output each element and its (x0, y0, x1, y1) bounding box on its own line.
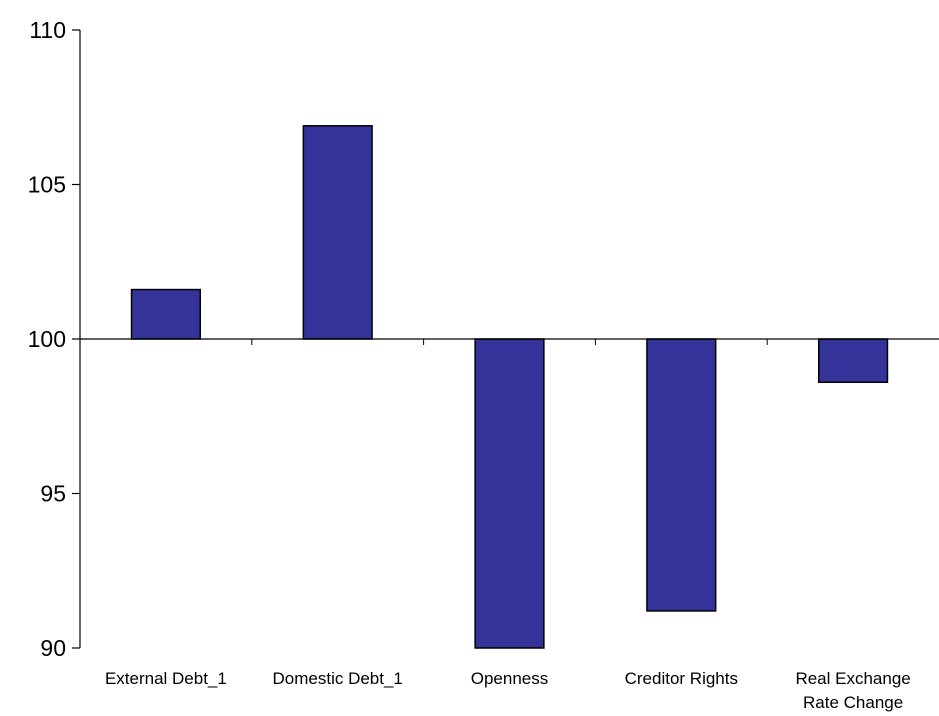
y-tick-label-0: 90 (40, 635, 66, 661)
bar-3 (646, 338, 717, 612)
y-tick-label-1: 95 (40, 481, 66, 507)
x-category-label-4: Real Exchange Rate Change (795, 669, 910, 712)
y-tick-label-4: 110 (29, 17, 66, 43)
x-category-label-0: External Debt_1 (105, 669, 227, 688)
bar-1 (302, 125, 373, 340)
x-axis-labels: External Debt_1 Domestic Debt_1 Openness Cr… (105, 669, 911, 712)
x-category-label-line: Domestic Debt_1 (273, 669, 403, 688)
x-category-label-line: Real Exchange (795, 669, 910, 688)
y-tick-label-3: 105 (28, 172, 66, 198)
y-tick-label-2: 100 (28, 326, 66, 352)
bar-4 (817, 338, 889, 384)
x-category-label-line: Creditor Rights (625, 669, 738, 688)
x-category-label-line: External Debt_1 (105, 669, 227, 688)
x-category-label-line: Rate Change (803, 693, 903, 712)
x-category-label-3: Creditor Rights (625, 669, 738, 688)
y-axis-ticks: 90 95 100 105 110 (28, 17, 80, 661)
x-category-label-line: Openness (471, 669, 549, 688)
bars (130, 125, 889, 649)
bar-2 (474, 338, 545, 649)
x-category-label-1: Domestic Debt_1 (273, 669, 403, 688)
x-category-label-2: Openness (471, 669, 549, 688)
bar-0 (130, 288, 202, 340)
